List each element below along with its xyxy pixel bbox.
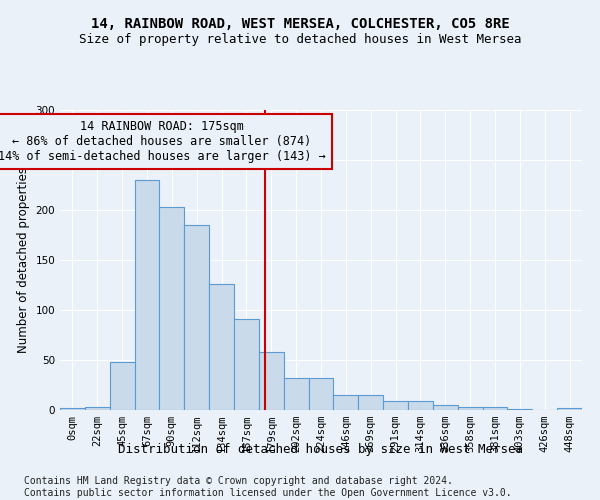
Bar <box>134 180 160 410</box>
Bar <box>308 378 334 410</box>
Text: 14, RAINBOW ROAD, WEST MERSEA, COLCHESTER, CO5 8RE: 14, RAINBOW ROAD, WEST MERSEA, COLCHESTE… <box>91 18 509 32</box>
Bar <box>358 395 383 410</box>
Bar <box>234 319 259 410</box>
Text: Size of property relative to detached houses in West Mersea: Size of property relative to detached ho… <box>79 32 521 46</box>
Bar <box>209 284 234 410</box>
Bar <box>184 225 209 410</box>
Text: Contains HM Land Registry data © Crown copyright and database right 2024.
Contai: Contains HM Land Registry data © Crown c… <box>24 476 512 498</box>
Bar <box>408 401 433 410</box>
Bar <box>334 395 358 410</box>
Bar <box>85 407 110 410</box>
Text: 14 RAINBOW ROAD: 175sqm
← 86% of detached houses are smaller (874)
14% of semi-d: 14 RAINBOW ROAD: 175sqm ← 86% of detache… <box>0 120 326 163</box>
Y-axis label: Number of detached properties: Number of detached properties <box>17 167 30 353</box>
Bar <box>160 207 184 410</box>
Bar <box>508 409 532 410</box>
Text: Distribution of detached houses by size in West Mersea: Distribution of detached houses by size … <box>119 442 523 456</box>
Bar <box>433 405 458 410</box>
Bar <box>383 401 408 410</box>
Bar <box>557 408 582 410</box>
Bar <box>60 408 85 410</box>
Bar <box>482 407 508 410</box>
Bar <box>110 362 134 410</box>
Bar <box>284 378 308 410</box>
Bar <box>458 407 482 410</box>
Bar <box>259 352 284 410</box>
